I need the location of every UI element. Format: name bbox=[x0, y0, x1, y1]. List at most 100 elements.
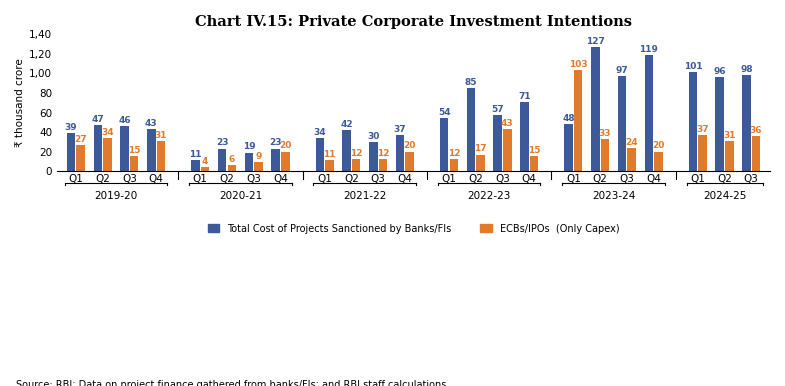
Bar bbox=[325, 160, 334, 171]
Text: 43: 43 bbox=[145, 119, 158, 128]
Bar bbox=[130, 156, 138, 171]
Bar bbox=[591, 47, 600, 171]
Bar bbox=[228, 165, 236, 171]
Bar bbox=[342, 130, 351, 171]
Bar bbox=[520, 102, 529, 171]
Bar bbox=[254, 163, 263, 171]
Text: 119: 119 bbox=[640, 45, 659, 54]
Text: 20: 20 bbox=[652, 141, 665, 151]
Text: 15: 15 bbox=[528, 146, 540, 155]
Text: 30: 30 bbox=[367, 132, 379, 141]
Legend: Total Cost of Projects Sanctioned by Banks/FIs, ECBs/IPOs  (Only Capex): Total Cost of Projects Sanctioned by Ban… bbox=[204, 220, 623, 237]
Text: 23: 23 bbox=[269, 139, 282, 147]
Title: Chart IV.15: Private Corporate Investment Intentions: Chart IV.15: Private Corporate Investmen… bbox=[195, 15, 632, 29]
Bar bbox=[644, 55, 653, 171]
Text: 42: 42 bbox=[340, 120, 353, 129]
Text: 33: 33 bbox=[599, 129, 612, 138]
Text: 2020-21: 2020-21 bbox=[219, 191, 262, 201]
Text: 20: 20 bbox=[279, 141, 291, 151]
Bar bbox=[494, 115, 502, 171]
Bar bbox=[93, 125, 102, 171]
Bar bbox=[618, 76, 626, 171]
Text: 24: 24 bbox=[626, 137, 638, 147]
Bar bbox=[725, 141, 734, 171]
Text: 46: 46 bbox=[119, 116, 131, 125]
Text: 31: 31 bbox=[723, 131, 736, 140]
Text: 98: 98 bbox=[740, 65, 753, 74]
Bar bbox=[76, 145, 85, 171]
Bar bbox=[218, 149, 226, 171]
Bar bbox=[601, 139, 609, 171]
Text: 54: 54 bbox=[438, 108, 451, 117]
Bar bbox=[699, 135, 706, 171]
Text: 11: 11 bbox=[323, 150, 336, 159]
Bar bbox=[530, 156, 539, 171]
Bar bbox=[103, 138, 111, 171]
Text: 101: 101 bbox=[684, 62, 703, 71]
Text: 34: 34 bbox=[101, 128, 114, 137]
Text: 34: 34 bbox=[313, 128, 326, 137]
Text: 12: 12 bbox=[447, 149, 460, 158]
Bar bbox=[192, 160, 199, 171]
Text: 43: 43 bbox=[501, 119, 513, 128]
Bar bbox=[120, 126, 129, 171]
Text: 19: 19 bbox=[243, 142, 255, 151]
Y-axis label: ₹ thousand crore: ₹ thousand crore bbox=[15, 58, 25, 147]
Bar bbox=[281, 152, 290, 171]
Bar bbox=[396, 135, 404, 171]
Bar bbox=[316, 138, 324, 171]
Text: 36: 36 bbox=[750, 126, 762, 135]
Text: 37: 37 bbox=[394, 125, 407, 134]
Text: 11: 11 bbox=[189, 150, 202, 159]
Bar bbox=[654, 152, 663, 171]
Text: 39: 39 bbox=[64, 123, 78, 132]
Text: 97: 97 bbox=[615, 66, 629, 75]
Bar bbox=[564, 124, 573, 171]
Text: 23: 23 bbox=[216, 139, 228, 147]
Text: 127: 127 bbox=[586, 37, 604, 46]
Text: 9: 9 bbox=[255, 152, 261, 161]
Bar bbox=[201, 167, 210, 171]
Bar bbox=[369, 142, 378, 171]
Bar bbox=[476, 154, 485, 171]
Bar bbox=[440, 119, 448, 171]
Text: 12: 12 bbox=[377, 149, 389, 158]
Text: 27: 27 bbox=[75, 135, 87, 144]
Bar bbox=[245, 152, 254, 171]
Text: Source: RBI; Data on project finance gathered from banks/FIs; and RBI staff calc: Source: RBI; Data on project finance gat… bbox=[16, 380, 449, 386]
Bar bbox=[688, 73, 697, 171]
Text: 85: 85 bbox=[465, 78, 477, 87]
Text: 2023-24: 2023-24 bbox=[592, 191, 635, 201]
Bar bbox=[503, 129, 512, 171]
Text: 4: 4 bbox=[202, 157, 208, 166]
Bar bbox=[742, 75, 750, 171]
Bar bbox=[450, 159, 458, 171]
Bar bbox=[574, 71, 582, 171]
Text: 103: 103 bbox=[569, 60, 587, 69]
Text: 48: 48 bbox=[562, 114, 575, 123]
Text: 20: 20 bbox=[403, 141, 416, 151]
Bar bbox=[147, 129, 155, 171]
Text: 15: 15 bbox=[128, 146, 141, 155]
Text: 31: 31 bbox=[155, 131, 167, 140]
Text: 2019-20: 2019-20 bbox=[94, 191, 137, 201]
Bar bbox=[752, 136, 761, 171]
Text: 17: 17 bbox=[474, 144, 487, 153]
Bar bbox=[466, 88, 475, 171]
Bar bbox=[378, 159, 387, 171]
Text: 12: 12 bbox=[350, 149, 363, 158]
Text: 2022-23: 2022-23 bbox=[467, 191, 511, 201]
Bar bbox=[157, 141, 165, 171]
Text: 2024-25: 2024-25 bbox=[703, 191, 747, 201]
Text: 57: 57 bbox=[491, 105, 504, 114]
Text: 37: 37 bbox=[696, 125, 709, 134]
Bar bbox=[352, 159, 360, 171]
Bar bbox=[67, 133, 75, 171]
Bar bbox=[272, 149, 280, 171]
Text: 2021-22: 2021-22 bbox=[343, 191, 386, 201]
Bar bbox=[405, 152, 414, 171]
Text: 71: 71 bbox=[518, 91, 531, 101]
Text: 47: 47 bbox=[91, 115, 104, 124]
Bar bbox=[715, 77, 724, 171]
Text: 6: 6 bbox=[228, 155, 235, 164]
